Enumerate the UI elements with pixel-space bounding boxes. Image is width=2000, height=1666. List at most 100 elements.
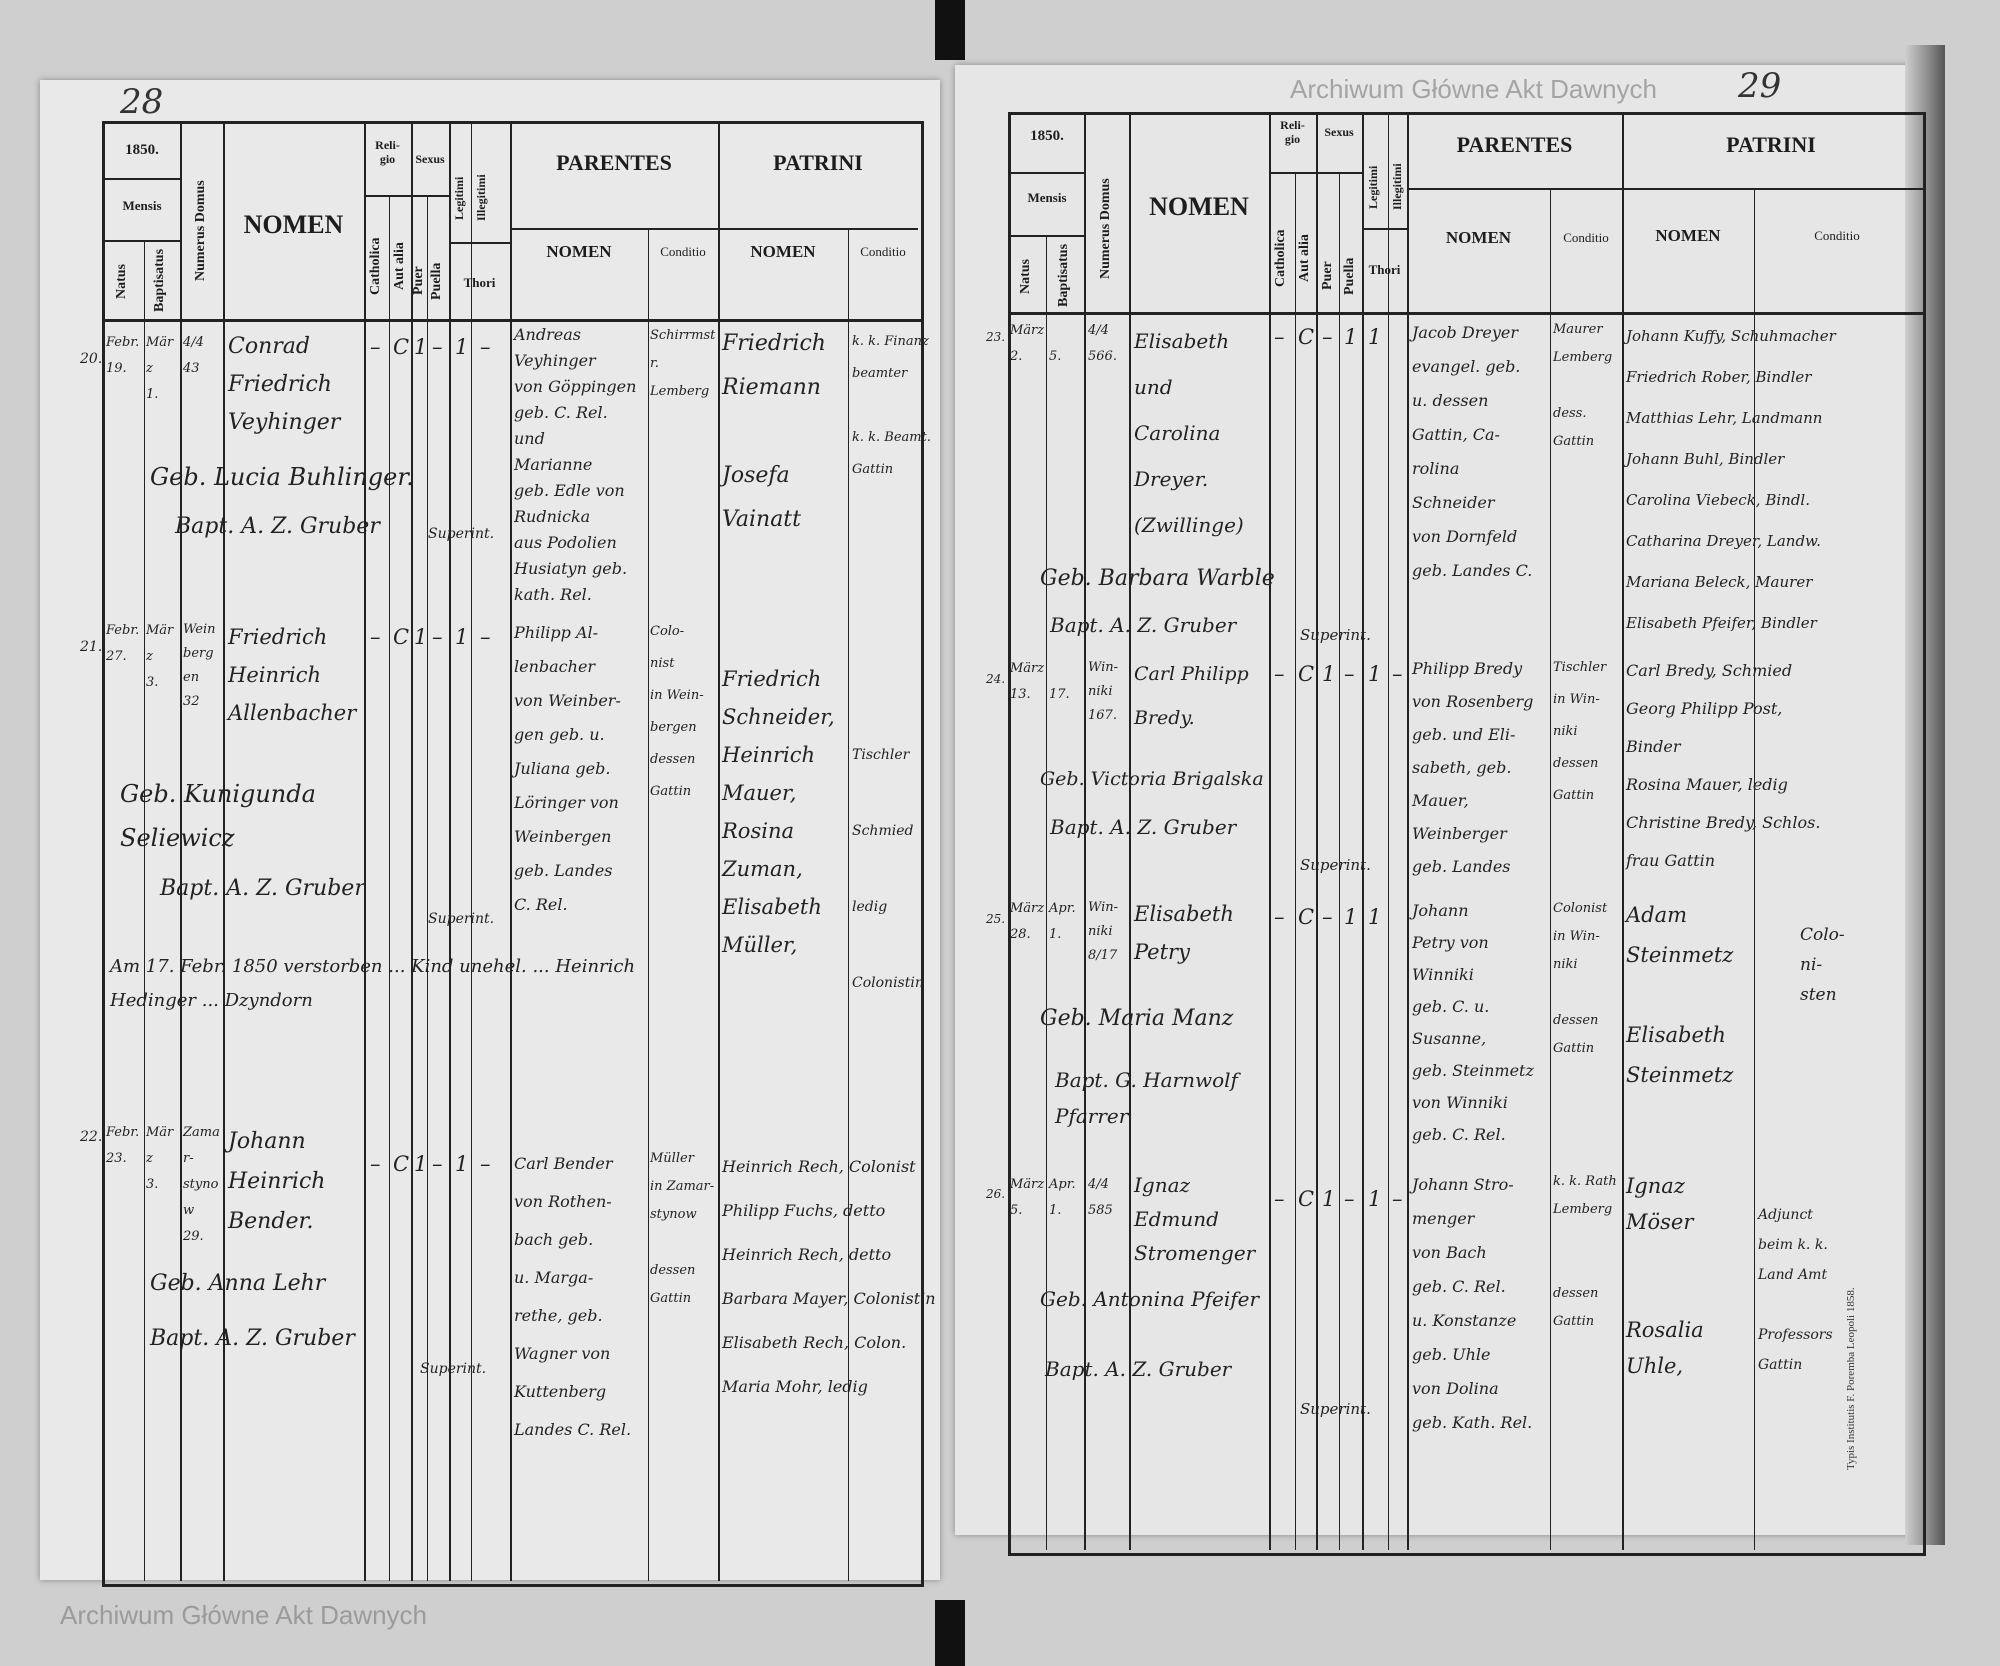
mark-illegitimi: – xyxy=(480,625,491,649)
mark-legitimi: 1 xyxy=(455,625,469,649)
mark-aut-alia: C xyxy=(1298,905,1315,929)
mark-puella: – xyxy=(432,625,443,649)
parentes-conditio: Tischler in Win- niki dessen Gattin xyxy=(1553,660,1607,803)
header-year: 1850. xyxy=(1030,128,1064,144)
header-year: 1850. xyxy=(125,142,159,158)
register-table-left xyxy=(102,121,924,1587)
parentes-nomen: Philipp Al- lenbacher von Weinber- gen g… xyxy=(514,623,621,914)
mark-legitimi: 1 xyxy=(1368,905,1382,929)
header-patrini-nomen: NOMEN xyxy=(1655,226,1721,245)
mark-legitimi: 1 xyxy=(1368,325,1382,349)
header-parentes-nomen: NOMEN xyxy=(1445,228,1512,247)
header-puer: Puer xyxy=(411,266,426,296)
mark-aut-alia: C xyxy=(1298,662,1315,686)
header-parentes: PARENTES xyxy=(556,150,672,175)
patrini-conditio: Tischler Schmied ledig Colonistin xyxy=(852,747,924,991)
parentes-nomen: Carl Bender von Rothen- bach geb. u. Mar… xyxy=(514,1154,632,1439)
parentes-conditio: k. k. Rath Lemberg dessen Gattin xyxy=(1553,1174,1617,1329)
header-catholica: Catholica xyxy=(368,237,383,295)
child-name: Ignaz Edmund Stromenger xyxy=(1134,1173,1256,1265)
header-aut-alia: Aut alia xyxy=(392,242,407,290)
entry-number: 24. xyxy=(986,672,1006,686)
mark-legitimi: 1 xyxy=(1368,1187,1382,1211)
baptizans: Bapt. A. Z. Gruber xyxy=(1050,613,1237,637)
mark-aut-alia: C xyxy=(393,1152,410,1176)
mark-aut-alia: C xyxy=(1298,325,1315,349)
patrini-conditio: Adjunct beim k. k. Land Amt Professors G… xyxy=(1758,1207,1833,1373)
mark-puella: – xyxy=(1344,662,1355,686)
header-parentes-nomen: NOMEN xyxy=(546,242,612,261)
header-parentes: PARENTES xyxy=(1456,132,1573,157)
patrini-nomen: Friedrich Riemann Josefa Vainatt xyxy=(722,331,826,532)
right-page xyxy=(955,65,1935,1535)
binding-ribbon-bottom xyxy=(935,1600,965,1666)
numerus-domus: 4/4 585 xyxy=(1088,1177,1113,1218)
natus: März 28. xyxy=(1010,901,1045,942)
baptizans: Bapt. A. Z. Gruber xyxy=(175,514,380,539)
header-illegitimi: Illegitimi xyxy=(474,174,488,222)
header-puella: Puella xyxy=(429,262,444,300)
baptisatus: 17. xyxy=(1049,687,1070,702)
mark-puella: 1 xyxy=(1344,325,1358,349)
mark-catholica: – xyxy=(370,335,381,359)
numerus-domus: 4/4 43 xyxy=(183,335,204,376)
entry-number: 21. xyxy=(80,639,103,655)
obstetrix: Geb. Lucia Buhlinger. xyxy=(150,463,414,491)
left-page xyxy=(40,80,940,1580)
obstetrix: Geb. Victoria Brigalska xyxy=(1040,768,1264,790)
parentes-nomen: Jacob Dreyer evangel. geb. u. dessen Gat… xyxy=(1412,323,1533,580)
mark-puella: – xyxy=(1344,1187,1355,1211)
numerus-domus: Weinbergen 32 xyxy=(183,622,216,709)
header-legitimi: Legitimi xyxy=(452,176,466,220)
header-thori: Thori xyxy=(463,275,496,290)
mark-puer: – xyxy=(1322,905,1333,929)
header-thori: Thori xyxy=(1368,262,1401,277)
baptisatus: Apr. 1. xyxy=(1049,1177,1076,1218)
mark-illegitimi: – xyxy=(480,335,491,359)
entry-number: 22. xyxy=(80,1129,103,1145)
mark-puella: – xyxy=(432,1152,443,1176)
baptizans: Bapt. A. Z. Gruber xyxy=(160,876,365,901)
baptisatus: 5. xyxy=(1049,349,1062,364)
signum: Superint. xyxy=(1300,856,1371,874)
baptisatus: Apr. 1. xyxy=(1049,901,1076,942)
mark-catholica: – xyxy=(370,625,381,649)
obstetrix: Geb. Barbara Warble xyxy=(1040,566,1275,591)
printer-imprint: Typis Institutis F. Poremba Leopoli 1858… xyxy=(1845,1287,1857,1470)
numerus-domus: 4/4 566. xyxy=(1088,323,1117,364)
natus: März 13. xyxy=(1010,661,1045,702)
child-name: Johann Heinrich Bender. xyxy=(228,1129,326,1234)
header-sexus: Sexus xyxy=(1324,125,1354,139)
patrini-nomen: Heinrich Rech, Colonist Philipp Fuchs, d… xyxy=(722,1157,936,1396)
header-patrini: PATRINI xyxy=(1726,132,1816,157)
parentes-nomen: Philipp Bredy von Rosenberg geb. und Eli… xyxy=(1412,659,1534,876)
header-parentes-conditio: Conditio xyxy=(1563,230,1609,245)
baptizans: Bapt. G. Harnwolf Pfarrer xyxy=(1055,1068,1238,1128)
signum: Superint. xyxy=(420,1361,487,1377)
header-numerus-domus: Numerus Domus xyxy=(1098,178,1113,279)
mark-aut-alia: C xyxy=(393,335,410,359)
header-natus: Natus xyxy=(114,263,129,299)
patrini-conditio: k. k. Finanz beamter k. k. Beamt. Gattin xyxy=(852,334,931,477)
child-name: Carl Philipp Bredy. xyxy=(1134,663,1249,729)
mark-legitimi: 1 xyxy=(455,1152,469,1176)
numerus-domus: Zamar- stynow 29. xyxy=(183,1125,220,1244)
signum: Superint. xyxy=(1300,1400,1371,1418)
baptizans: Bapt. A. Z. Gruber xyxy=(1045,1357,1232,1381)
page-number-right: 29 xyxy=(1738,66,1782,106)
parentes-nomen: Andreas Veyhinger von Göppingen geb. C. … xyxy=(514,325,637,604)
mark-puer: 1 xyxy=(414,1152,428,1176)
entry-number: 23. xyxy=(986,330,1006,344)
header-baptisatus: Baptisatus xyxy=(1056,243,1071,307)
header-baptisatus: Baptisatus xyxy=(152,248,167,312)
mark-catholica: – xyxy=(1274,662,1285,686)
header-sexus: Sexus xyxy=(415,152,445,166)
mark-puer: – xyxy=(1322,325,1333,349)
natus: Febr. 23. xyxy=(106,1125,140,1166)
mark-catholica: – xyxy=(1274,905,1285,929)
header-nomen: NOMEN xyxy=(1149,192,1249,221)
mark-catholica: – xyxy=(370,1152,381,1176)
parentes-nomen: Johann Petry von Winniki geb. C. u. Susa… xyxy=(1412,901,1534,1144)
marginal-note: Am 17. Febr. 1850 verstorben ... Kind un… xyxy=(110,956,636,1011)
